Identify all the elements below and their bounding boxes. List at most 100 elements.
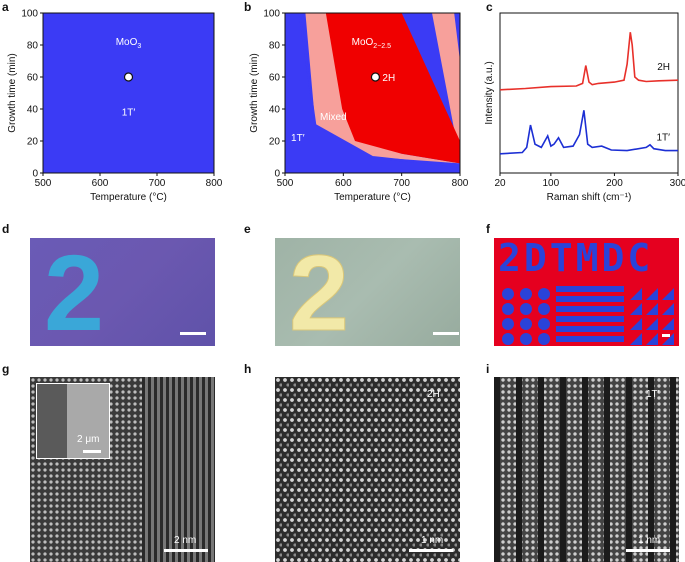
pattern-triangle	[662, 333, 674, 345]
chart-b-mixed-label: Mixed	[320, 112, 347, 123]
photo-e-text: 2 D	[289, 238, 368, 346]
pattern-stripe	[556, 306, 624, 312]
scale-bar-f	[662, 334, 670, 337]
pattern-dot	[502, 303, 514, 315]
panel-letter-e: e	[244, 222, 251, 236]
chart-b-point	[370, 72, 381, 82]
chart-c-series-label: 2H	[657, 62, 670, 73]
panel-letter-b: b	[244, 0, 252, 14]
pattern-triangle	[662, 318, 674, 330]
chart-b-region-mixed	[305, 13, 460, 164]
pattern-stripe	[556, 296, 624, 302]
chart-c-ylabel: Intensity (a.u.)	[484, 61, 495, 124]
chart-a-xlabel: Temperature (°C)	[90, 192, 167, 203]
stem-panel-h: 2H 1 nm	[275, 377, 460, 562]
pattern-triangle	[662, 303, 674, 315]
pattern-triangle	[646, 288, 658, 300]
chart-b-ytick-label: 60	[269, 73, 281, 84]
chart-c-frame	[499, 12, 679, 174]
pattern-dot	[538, 303, 550, 315]
pattern-triangle	[646, 333, 658, 345]
panel-letter-a: a	[2, 0, 9, 14]
chart-b-xlabel: Temperature (°C)	[334, 192, 411, 203]
chart-a-xtick-label: 800	[206, 178, 223, 189]
pattern-dot	[520, 318, 532, 330]
chart-a-xtick-label: 600	[92, 178, 109, 189]
chart-a-ytick-label: 40	[27, 105, 39, 116]
panel-letter-g: g	[2, 362, 10, 376]
scale-label-g: 2 nm	[174, 535, 197, 546]
scale-bar-e	[433, 332, 459, 335]
chart-a-phase-label: MoO3	[116, 37, 142, 50]
panel-letter-f: f	[486, 222, 490, 236]
chart-b-2h-label: 2H	[382, 73, 395, 84]
pattern-stripe	[556, 286, 624, 292]
pattern-triangle	[630, 333, 642, 345]
pattern-dot	[502, 288, 514, 300]
chart-b-1t-label: 1T′	[291, 133, 305, 144]
chart-b-xtick-label: 700	[393, 178, 410, 189]
chart-c-series-1t	[499, 110, 678, 155]
chart-a-xtick-label: 500	[35, 178, 52, 189]
panel-letter-h: h	[244, 362, 252, 376]
pattern-triangle	[630, 303, 642, 315]
stem-i-label: 1T′	[646, 389, 660, 400]
chart-c-xtick-label: 200	[606, 178, 623, 189]
chart-b-xtick-label: 800	[452, 178, 469, 189]
pattern-dot	[520, 288, 532, 300]
photo-panel-d: 2 D	[30, 238, 215, 346]
pattern-dot	[538, 318, 550, 330]
inset-scale-bar	[83, 450, 101, 453]
stem-panel-g: 2 μm 2 nm	[30, 377, 215, 562]
chart-c-xtick-label: 20	[494, 178, 506, 189]
chart-b-ytick-label: 100	[263, 9, 280, 20]
pattern-stripe	[556, 326, 624, 332]
chart-b-ytick-label: 40	[269, 105, 281, 116]
photo-f-pattern	[502, 286, 674, 345]
pattern-stripe	[556, 336, 624, 342]
pattern-dot	[520, 303, 532, 315]
chart-a-ytick-label: 20	[27, 137, 39, 148]
chart-c-xlabel: Raman shift (cm⁻¹)	[547, 192, 632, 203]
scale-label-i: 1 nm	[638, 535, 661, 546]
pattern-dot	[538, 288, 550, 300]
chart-a-frame	[42, 12, 215, 174]
stem-g-boundary	[142, 377, 215, 562]
chart-b-boundary	[298, 12, 461, 168]
chart-a-region-label: 1T′	[122, 107, 136, 118]
pattern-stripe	[556, 316, 624, 322]
stem-panel-i: 1T′ 1 nm	[494, 377, 679, 562]
scale-bar-h	[409, 549, 453, 552]
scale-bar-i	[626, 549, 670, 552]
pattern-dot	[502, 333, 514, 345]
chart-b-xtick-label: 600	[335, 178, 352, 189]
chart-a-region-1t	[43, 13, 214, 173]
pattern-dot	[502, 318, 514, 330]
pattern-dot	[538, 333, 550, 345]
pattern-triangle	[646, 318, 658, 330]
chart-b-region-2h	[305, 13, 460, 164]
stem-g-inset: 2 μm	[36, 383, 110, 459]
photo-d-text: 2 D	[44, 238, 123, 346]
scale-bar-g	[164, 549, 208, 552]
chart-c-xtick-label: 100	[543, 178, 560, 189]
chart-b-ylabel: Growth time (min)	[249, 53, 260, 132]
pattern-triangle	[630, 318, 642, 330]
pattern-triangle	[646, 303, 658, 315]
photo-panel-e: 2 D	[275, 238, 460, 346]
inset-scale-label: 2 μm	[77, 434, 100, 445]
pattern-dot	[520, 333, 532, 345]
scale-bar-d	[180, 332, 206, 335]
stem-h-label: 2H	[427, 389, 440, 400]
chart-c-series-label: 1T′	[656, 133, 670, 144]
chart-b-xtick-label: 500	[277, 178, 294, 189]
panel-letter-d: d	[2, 222, 10, 236]
pattern-triangle	[630, 288, 642, 300]
chart-c-series-2h	[499, 32, 679, 91]
chart-c-xtick-label: 300	[670, 178, 685, 189]
chart-a-ylabel: Growth time (min)	[7, 53, 18, 132]
photo-panel-f: 2DTMDC	[494, 238, 679, 346]
pattern-triangle	[662, 288, 674, 300]
chart-a-point	[123, 72, 134, 82]
